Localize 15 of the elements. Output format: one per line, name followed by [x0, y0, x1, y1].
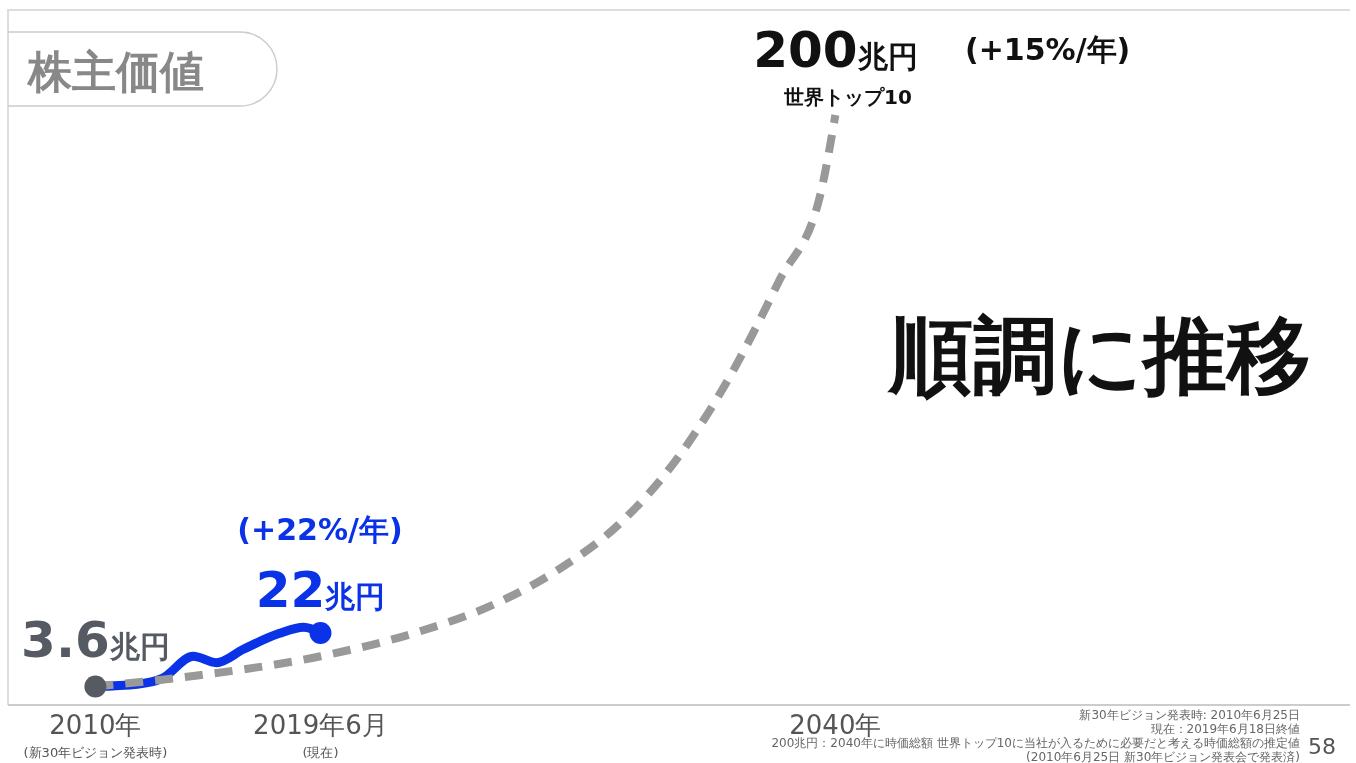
- text: 現在：2019年6月18日終値: [1150, 722, 1300, 736]
- text: (新30年ビジョン発表時): [23, 745, 168, 760]
- data-label: 200兆円: [753, 21, 918, 79]
- text: 新30年ビジョン発表時: 2010年6月25日: [1079, 708, 1300, 722]
- annotation: 順調に推移: [887, 307, 1311, 405]
- data-label: 22兆円: [255, 560, 386, 619]
- text: (+15%/年): [965, 32, 1131, 67]
- x-tick-label: 2010年: [49, 710, 142, 740]
- annotation: (+22%/年): [237, 512, 403, 547]
- data-label: 3.6兆円: [21, 610, 170, 669]
- x-tick-label: 2019年6月: [253, 710, 388, 740]
- text: 世界トップ10: [783, 85, 912, 109]
- text: 58: [1308, 734, 1336, 759]
- chart-title: 株主価値: [26, 46, 204, 97]
- text: (現在): [302, 745, 339, 760]
